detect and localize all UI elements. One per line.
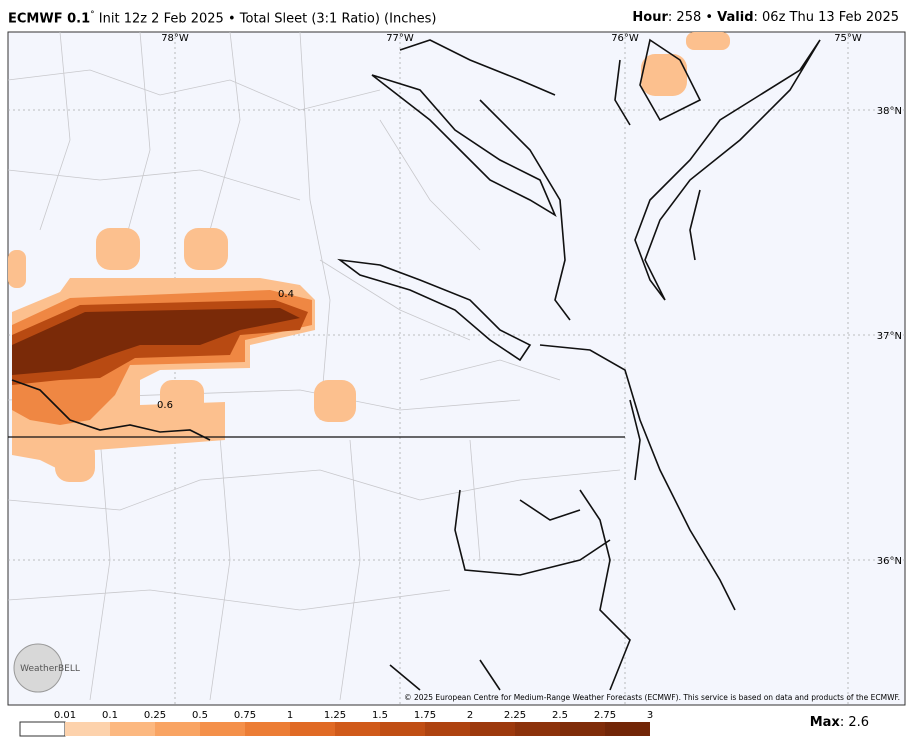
lon-labels: 78°W 77°W 76°W 75°W <box>161 33 862 44</box>
legend-label: 0.75 <box>234 710 256 721</box>
legend-label: 1 <box>287 710 293 721</box>
legend-swatch <box>200 722 245 736</box>
legend-blank <box>19 721 66 737</box>
contour-label: 0.6 <box>157 400 173 411</box>
header-text: : 258 • <box>667 10 718 25</box>
legend-swatch <box>380 722 425 736</box>
legend-swatch <box>335 722 380 736</box>
legend-swatch <box>515 722 560 736</box>
header-text: Max <box>809 715 840 730</box>
legend-swatch <box>425 722 470 736</box>
header-text: Init 12z 2 Feb 2025 • Total Sleet (3:1 R… <box>94 11 437 27</box>
legend-label: 0.5 <box>192 710 208 721</box>
header-title: ECMWF 0.1° Init 12z 2 Feb 2025 • Total S… <box>8 10 436 26</box>
header-text: ° <box>90 10 95 20</box>
header-text: ECMWF 0.1 <box>8 11 91 27</box>
legend-label: 3 <box>647 710 653 721</box>
legend-swatch <box>65 722 110 736</box>
lon-label: 75°W <box>834 33 862 44</box>
legend-label: 2.25 <box>504 710 526 721</box>
sleet-shading <box>8 32 730 482</box>
lon-label: 78°W <box>161 33 189 44</box>
legend-swatch <box>560 722 605 736</box>
header-text: : 2.6 <box>839 715 869 730</box>
logo-text: WeatherBELL <box>20 664 80 674</box>
max-value: Max: 2.6 <box>810 715 869 730</box>
legend-label: 0.1 <box>102 710 118 721</box>
legend-label: 1.5 <box>372 710 388 721</box>
legend-swatch <box>290 722 335 736</box>
legend-swatch <box>605 722 650 736</box>
legend-swatch <box>470 722 515 736</box>
contour-label: 0.4 <box>278 289 294 300</box>
legend: 0.01 0.1 0.25 0.5 0.75 1 1.25 1.5 1.75 2 2.25 2.5 2.… <box>19 710 653 737</box>
legend-label: 1.75 <box>414 710 436 721</box>
legend-swatch <box>155 722 200 736</box>
legend-label: 0.01 <box>54 710 76 721</box>
credit: © 2025 European Centre for Medium-Range … <box>404 693 900 702</box>
lat-labels: 38°N 37°N 36°N <box>877 106 902 567</box>
legend-label: 2.5 <box>552 710 568 721</box>
header-text: Valid <box>717 10 754 25</box>
lat-label: 38°N <box>877 106 902 117</box>
logo: WeatherBELL <box>13 643 80 693</box>
legend-swatch <box>245 722 290 736</box>
header-valid: Hour: 258 • Valid: 06z Thu 13 Feb 2025 <box>632 10 899 25</box>
map-frame <box>7 31 906 706</box>
legend-label: 2.75 <box>594 710 616 721</box>
legend-label: 0.25 <box>144 710 166 721</box>
legend-swatch <box>110 722 155 736</box>
lon-label: 77°W <box>386 33 414 44</box>
lon-label: 76°W <box>611 33 639 44</box>
lat-label: 36°N <box>877 556 902 567</box>
legend-label: 1.25 <box>324 710 346 721</box>
header-text: Hour <box>632 10 668 25</box>
header-text: : 06z Thu 13 Feb 2025 <box>753 10 899 25</box>
lat-label: 37°N <box>877 331 902 342</box>
coastline <box>11 38 821 691</box>
legend-label: 2 <box>467 710 473 721</box>
